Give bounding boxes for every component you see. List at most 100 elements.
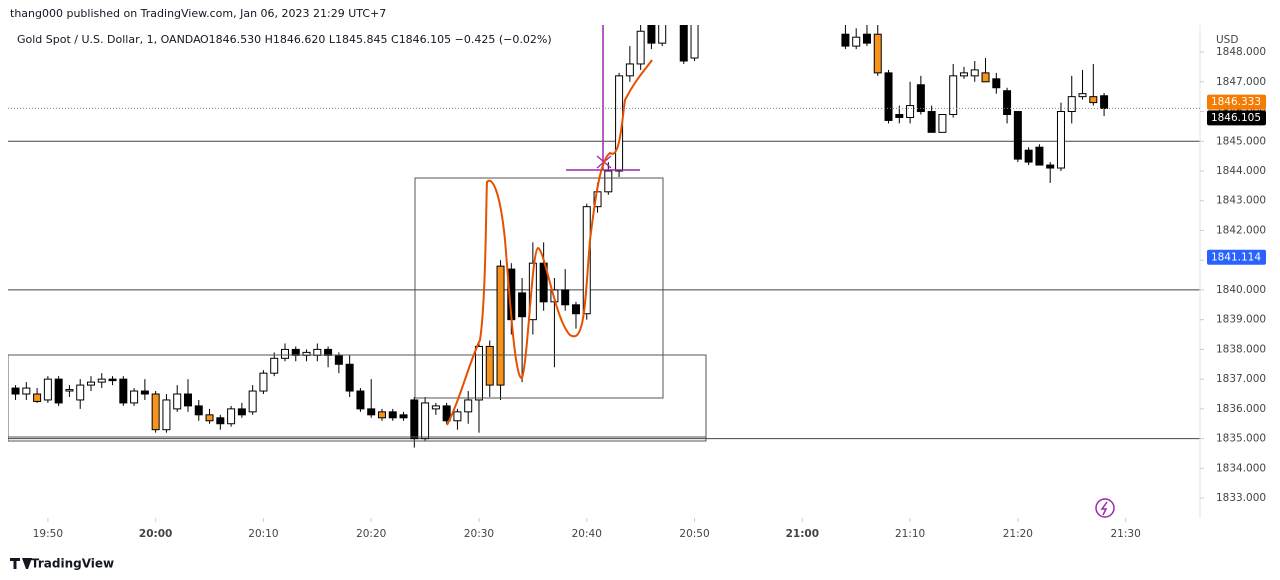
candle	[367, 379, 376, 418]
x-tick-label: 20:10	[248, 528, 278, 540]
candle-body	[690, 25, 699, 59]
candle-body	[571, 304, 580, 315]
y-tick-label: 1845.000	[1216, 135, 1266, 147]
x-tick-label: 20:30	[464, 528, 494, 540]
y-tick-label: 1848.000	[1216, 46, 1266, 58]
candle	[11, 385, 20, 400]
candle-body	[33, 393, 42, 402]
candle	[852, 28, 861, 50]
candle	[216, 414, 225, 430]
candle	[1089, 63, 1098, 106]
candle-body	[453, 411, 462, 422]
drawings	[8, 25, 707, 442]
y-tick-label: 1835.000	[1216, 433, 1266, 445]
candle-body	[421, 402, 430, 440]
candle-body	[442, 405, 451, 422]
candle	[561, 269, 570, 311]
candle-body	[582, 206, 591, 315]
y-tick-label: 1842.000	[1216, 224, 1266, 236]
plot	[8, 25, 1200, 448]
brand: TradingView	[31, 557, 114, 571]
candle-body	[11, 387, 20, 395]
y-tick-label: 1844.000	[1216, 165, 1266, 177]
candle-body	[1046, 164, 1055, 169]
candle	[464, 391, 473, 424]
candle-body	[237, 408, 246, 416]
candle-body	[474, 345, 483, 401]
x-tick-label: 20:50	[679, 528, 709, 540]
candle	[399, 411, 408, 421]
candle	[194, 399, 203, 421]
candle	[421, 396, 430, 442]
candle	[43, 376, 52, 403]
candle-body	[291, 348, 300, 356]
candle	[431, 402, 440, 415]
alert-bolt	[1100, 501, 1108, 516]
x-tick-label: 21:10	[895, 528, 925, 540]
candle	[291, 346, 300, 362]
x-tick-label: 21:20	[1003, 528, 1033, 540]
candle-body	[906, 105, 915, 118]
candle	[1035, 144, 1044, 166]
candle	[33, 388, 42, 403]
candle-body	[388, 411, 397, 419]
candle-body	[464, 399, 473, 413]
alert-icon[interactable]	[1095, 498, 1115, 518]
candle	[1046, 162, 1055, 183]
candle-body	[959, 72, 968, 77]
ohlc: O1846.530 H1846.620 L1845.845 C1846.105 …	[200, 33, 552, 46]
candle-body	[625, 63, 634, 77]
candle	[1067, 75, 1076, 124]
candle-body	[647, 25, 656, 44]
candle	[237, 402, 246, 418]
candle-body	[205, 414, 214, 422]
candle	[949, 63, 958, 118]
candle	[1013, 111, 1022, 163]
candle-body	[431, 405, 440, 410]
candle	[1003, 87, 1012, 124]
candle-body	[43, 378, 52, 401]
candle	[259, 370, 268, 395]
candle	[76, 379, 85, 409]
candle-body	[852, 36, 861, 47]
candle-body	[345, 363, 354, 392]
x-tick-label: 20:40	[572, 528, 602, 540]
candle-body	[1013, 111, 1022, 160]
candle-body	[313, 348, 322, 356]
candle-body	[1067, 96, 1076, 113]
candle-body	[410, 399, 419, 440]
candle-body	[1078, 93, 1087, 98]
candle	[970, 60, 979, 82]
y-tick-label: 1838.000	[1216, 343, 1266, 355]
candle	[377, 408, 386, 421]
price-tag-label: 1841.114	[1211, 251, 1261, 263]
candle	[528, 242, 537, 335]
candle	[86, 376, 95, 392]
y-tick-label: 1836.000	[1216, 403, 1266, 415]
candle-body	[248, 390, 257, 413]
candle	[410, 396, 419, 448]
candle-body	[183, 393, 192, 407]
candle	[474, 343, 483, 433]
candle-body	[992, 78, 1001, 89]
candle-body	[1089, 96, 1098, 104]
candle	[959, 66, 968, 79]
candle	[97, 373, 106, 389]
candle	[571, 301, 580, 329]
candle	[862, 25, 871, 47]
candle	[453, 408, 462, 430]
symbol: Gold Spot / U.S. Dollar, 1, OANDA	[17, 33, 201, 46]
candle-body	[324, 348, 333, 356]
candle	[130, 388, 139, 406]
x-tick-label: 20:00	[139, 528, 172, 540]
candle	[690, 25, 699, 61]
x-tick-label: 20:20	[356, 528, 386, 540]
y-tick-label: 1839.000	[1216, 314, 1266, 326]
price-tag	[1207, 94, 1266, 110]
candle-body	[119, 378, 128, 404]
candle-body	[1056, 111, 1065, 169]
candle-body	[528, 262, 537, 321]
candle-body	[356, 390, 365, 410]
candle	[324, 346, 333, 368]
y-tick-label: 1847.000	[1216, 76, 1266, 88]
